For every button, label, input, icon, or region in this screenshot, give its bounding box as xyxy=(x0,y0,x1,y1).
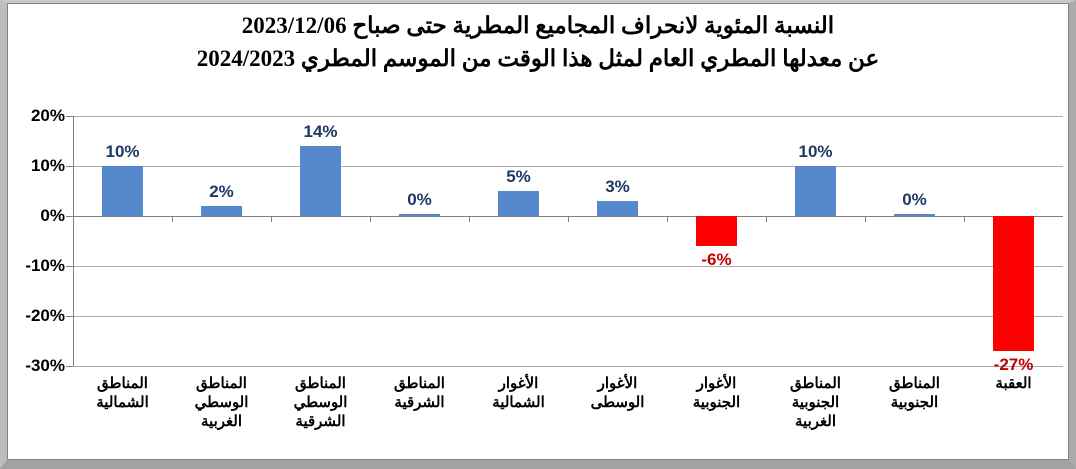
bar xyxy=(399,214,440,216)
bar xyxy=(102,166,143,216)
chart-title-line1: النسبة المئوية لانحراف المجاميع المطرية … xyxy=(241,13,835,38)
category-label: الأغوار الشمالية xyxy=(492,376,545,411)
y-axis-tick xyxy=(66,315,73,317)
y-axis-tick-label: -30% xyxy=(25,356,65,375)
y-axis-tick xyxy=(66,165,73,167)
gridline xyxy=(73,365,1063,367)
y-axis-labels: 20% 10% 0% -10% -20% -30% xyxy=(7,106,65,375)
y-axis-tick-label: -10% xyxy=(25,256,65,275)
category-label: المناطق الشرقية xyxy=(394,376,445,411)
bar xyxy=(201,206,242,216)
chart-title-line2: عن معدلها المطري العام لمثل هذا الوقت من… xyxy=(196,46,880,71)
bar-value-label: 3% xyxy=(605,177,630,196)
bar-value-label: -27% xyxy=(993,355,1034,374)
category-label: الأغوار الجنوبية xyxy=(692,376,741,411)
bar xyxy=(597,201,638,216)
category-axis-tick xyxy=(864,216,866,222)
x-axis-labels: المناطق الشمالية المناطق الوسطي الغربية ال… xyxy=(73,375,1063,455)
y-axis-tick-label: 10% xyxy=(30,156,65,175)
category-label: المناطق الجنوبية الغربية xyxy=(790,376,841,430)
bar xyxy=(696,216,737,246)
y-axis-line xyxy=(73,116,74,366)
category-label: المناطق الوسطي الغربية xyxy=(194,376,249,430)
bar-value-label: 14% xyxy=(303,122,338,141)
bar xyxy=(795,166,836,216)
category-label: المناطق الشمالية xyxy=(96,376,149,411)
category-axis-tick xyxy=(369,216,371,222)
category-axis-tick xyxy=(468,216,470,222)
bar-value-label: 5% xyxy=(506,167,531,186)
gridline xyxy=(73,115,1063,117)
bar-value-label: 0% xyxy=(407,190,432,209)
category-label: الأغوار الوسطى xyxy=(590,376,645,411)
category-axis-tick xyxy=(765,216,767,222)
category-axis-tick xyxy=(171,216,173,222)
bar-value-label: 2% xyxy=(209,182,234,201)
y-axis-tick-label: 0% xyxy=(40,206,65,225)
bar xyxy=(300,146,341,216)
y-axis-tick xyxy=(66,115,73,117)
y-axis-tick-label: 20% xyxy=(30,106,65,125)
category-axis-tick xyxy=(666,216,668,222)
gridline xyxy=(73,315,1063,317)
category-label: المناطق الوسطي الشرقية xyxy=(293,376,348,430)
y-axis-tick xyxy=(66,365,73,367)
category-label: العقبة xyxy=(995,376,1032,392)
bar-value-label: -6% xyxy=(701,250,732,269)
y-axis-tick-label: -20% xyxy=(25,306,65,325)
gridline xyxy=(73,165,1063,167)
bar xyxy=(993,216,1034,351)
y-axis-tick xyxy=(66,265,73,267)
bar-value-label: 10% xyxy=(105,142,140,161)
category-axis-tick xyxy=(270,216,272,222)
plot-area: 10% 2% 14% 0% 5% 3% -6% 10% 0% -27% xyxy=(66,115,1063,374)
bar xyxy=(894,214,935,216)
category-axis-tick xyxy=(567,216,569,222)
bar-value-label: 10% xyxy=(798,142,833,161)
gridline xyxy=(73,265,1063,267)
y-axis-tick xyxy=(66,215,73,217)
bar-value-label: 0% xyxy=(902,190,927,209)
chart-title: النسبة المئوية لانحراف المجاميع المطرية … xyxy=(7,9,1069,75)
category-axis-tick xyxy=(963,216,965,222)
category-label: المناطق الجنوبية xyxy=(889,376,940,411)
bar xyxy=(498,191,539,216)
